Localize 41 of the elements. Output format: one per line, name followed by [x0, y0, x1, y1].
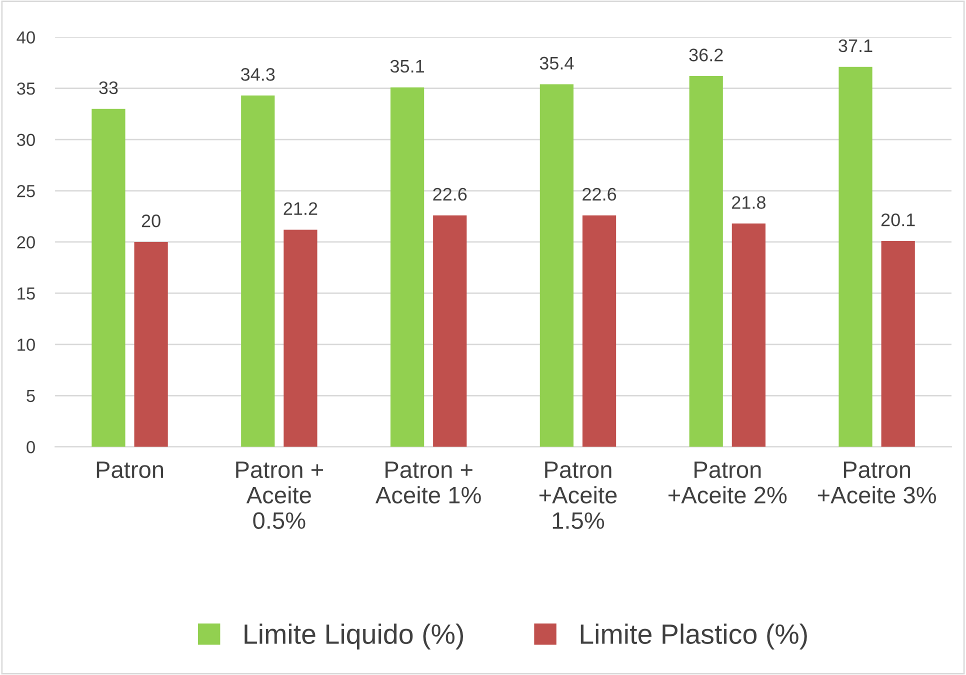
- y-tick-label: 30: [16, 134, 35, 146]
- data-label: 34.3: [241, 68, 275, 81]
- y-tick-label: 25: [17, 184, 35, 198]
- bar: [284, 230, 318, 447]
- data-label: 36.2: [689, 48, 723, 62]
- data-label: 21.8: [732, 196, 766, 209]
- bar: [134, 242, 168, 447]
- y-tick-label: 10: [18, 338, 35, 351]
- bar: [540, 84, 574, 447]
- bar: [838, 66, 872, 447]
- bar: [433, 215, 467, 447]
- data-label: 22.6: [433, 188, 467, 201]
- bar: [881, 240, 915, 447]
- data-label: 20: [142, 214, 160, 228]
- data-label: 20.1: [881, 214, 915, 226]
- y-tick-label: 20: [17, 236, 35, 248]
- data-label: 35.1: [390, 60, 424, 73]
- y-tick-label: 35: [16, 82, 35, 95]
- x-tick-label: Patron +Aceite 2%: [668, 462, 787, 504]
- bar: [732, 224, 766, 447]
- x-tick-label: Patron: [96, 462, 164, 478]
- data-label: 22.6: [582, 188, 616, 201]
- x-tick-label: Patron + Aceite 1%: [375, 462, 481, 504]
- data-label: 33: [99, 81, 118, 94]
- bar: [92, 108, 126, 447]
- y-tick-label: 0: [26, 441, 35, 454]
- x-tick-label: Patron +Aceite 3%: [818, 462, 936, 504]
- x-tick-label: Patron +Aceite 1.5%: [539, 462, 617, 529]
- data-label: 21.2: [284, 202, 318, 215]
- legend-label: Limite Liquido (%): [244, 624, 464, 650]
- bar: [689, 76, 723, 447]
- x-tick-label: Patron + Aceite 0.5%: [236, 462, 323, 529]
- y-tick-label: 15: [18, 288, 35, 300]
- data-label: 35.4: [540, 56, 574, 70]
- legend-label: Limite Plastico (%): [580, 624, 807, 650]
- y-tick-label: 5: [26, 390, 35, 402]
- bar: [390, 87, 424, 447]
- y-tick-label: 40: [16, 31, 35, 44]
- bar: [582, 215, 616, 447]
- bar: [241, 96, 275, 447]
- data-label: 37.1: [838, 39, 872, 52]
